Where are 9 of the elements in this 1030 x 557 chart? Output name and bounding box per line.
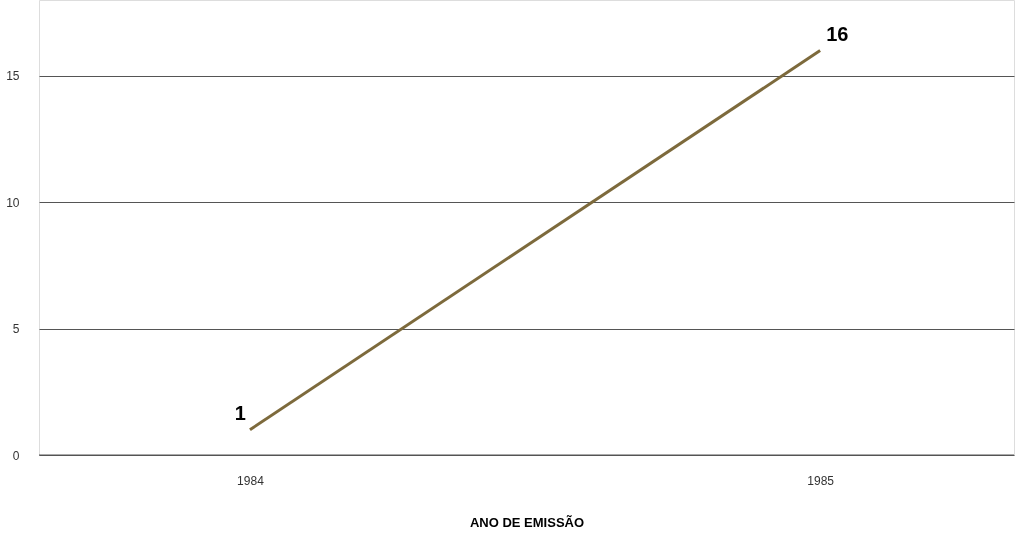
data-label: 16 <box>826 22 849 45</box>
x-axis-title: ANO DE EMISSÃO <box>469 514 585 530</box>
y-tick-label: 5 <box>12 322 20 337</box>
x-tick-label: 1984 <box>237 473 265 488</box>
x-tick-label: 1985 <box>807 473 835 488</box>
y-tick-label: 10 <box>6 195 20 210</box>
data-label: 1 <box>234 401 246 424</box>
y-tick-label: 0 <box>12 448 20 463</box>
y-tick-label: 15 <box>6 69 20 84</box>
